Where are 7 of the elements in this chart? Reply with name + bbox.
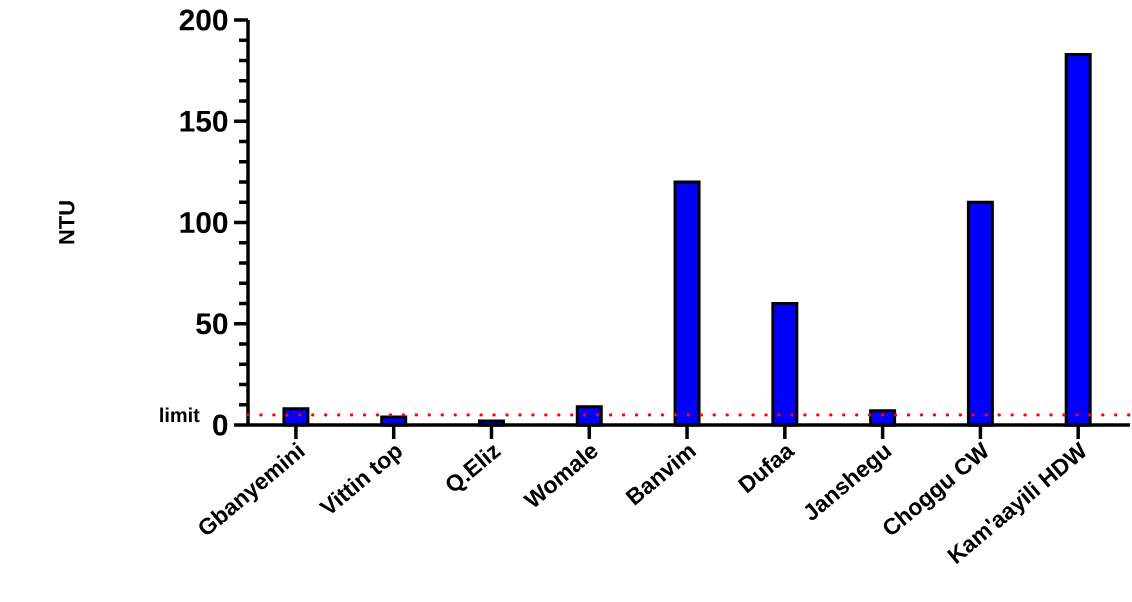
y-axis-title: NTU (59, 201, 75, 244)
y-tick-label: 0 (213, 414, 228, 436)
y-tick-label: 100 (180, 211, 228, 234)
y-tick-label: 200 (179, 9, 228, 31)
y-tick-label: 150 (180, 110, 228, 132)
ref-line-label: limit (160, 407, 200, 423)
y-tick-label: 50 (196, 313, 228, 335)
